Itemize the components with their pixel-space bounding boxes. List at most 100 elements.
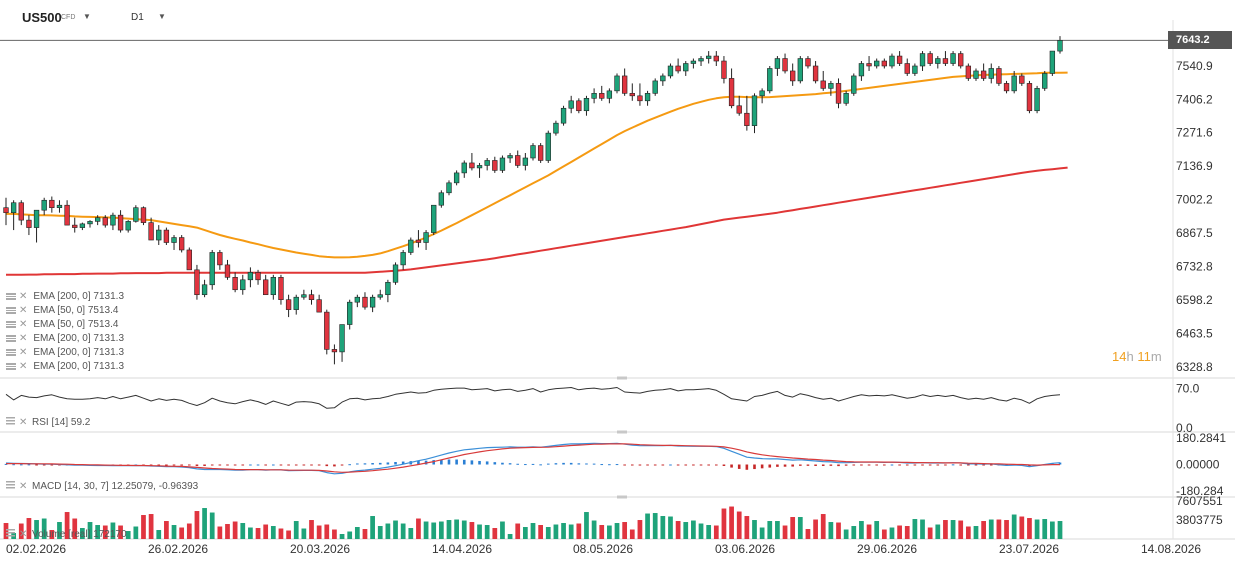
close-icon[interactable]: ✕ xyxy=(19,305,28,316)
chart-header: US500 CFD ▼ D1 ▼ xyxy=(0,0,1235,34)
candles xyxy=(3,36,1063,365)
candle-body xyxy=(331,349,338,353)
macd-histogram-bar xyxy=(860,464,863,466)
menu-icon[interactable] xyxy=(6,293,16,300)
candle-body xyxy=(87,221,93,225)
volume-bar xyxy=(377,526,383,539)
candle-body xyxy=(408,239,414,253)
close-icon[interactable]: ✕ xyxy=(19,529,27,540)
menu-icon[interactable] xyxy=(6,420,15,422)
macd-histogram-bar xyxy=(27,464,31,466)
candle-body xyxy=(1026,83,1033,112)
volume-bar xyxy=(1049,521,1055,539)
candle-body xyxy=(675,65,681,72)
menu-icon[interactable] xyxy=(6,321,16,328)
volume-bar xyxy=(164,521,169,539)
close-icon[interactable]: ✕ xyxy=(19,347,28,358)
close-icon[interactable]: ✕ xyxy=(19,417,27,428)
legend-text: EMA [200, 0] 7131.3 xyxy=(33,333,125,344)
symbol-label[interactable]: US500 xyxy=(22,10,62,25)
caret-down-icon[interactable]: ▼ xyxy=(158,12,166,21)
rsi-label: ✕ RSI [14] 59.2 xyxy=(6,417,91,428)
candle-body xyxy=(515,155,521,166)
menu-icon[interactable] xyxy=(6,535,15,537)
volume-axis-tick: 7607551 xyxy=(1176,494,1223,508)
volume-bar xyxy=(263,524,269,539)
volume-bar xyxy=(782,525,788,539)
legend-row[interactable]: ✕ EMA [200, 0] 7131.3 xyxy=(6,346,124,359)
volume-bar xyxy=(255,528,261,539)
timeframe-selector[interactable]: D1 xyxy=(131,12,144,23)
candle-body xyxy=(912,65,918,74)
macd-histogram-bar xyxy=(447,459,451,465)
macd-histogram-bar xyxy=(493,462,497,465)
candle-body xyxy=(1011,75,1017,92)
macd-histogram-bar xyxy=(241,464,245,466)
legend-row[interactable]: ✕ EMA [200, 0] 7131.3 xyxy=(6,332,124,345)
menu-icon[interactable] xyxy=(6,487,15,489)
volume-bar xyxy=(988,519,994,539)
volume-bar xyxy=(118,525,123,539)
volume-bar xyxy=(775,521,780,539)
volume-bar xyxy=(927,527,933,539)
volume-label-text: Volume [real] 172170 xyxy=(32,529,127,540)
candle-body xyxy=(301,294,307,298)
volume-bar xyxy=(530,523,536,539)
candle-body xyxy=(591,93,597,99)
candle-body xyxy=(415,239,422,243)
menu-icon[interactable] xyxy=(6,335,16,342)
legend-row[interactable]: ✕ EMA [50, 0] 7513.4 xyxy=(6,304,118,317)
volume-bar xyxy=(996,519,1002,539)
volume-bar xyxy=(561,523,566,539)
candle-body xyxy=(560,107,567,124)
volume-bar xyxy=(591,520,597,539)
macd-histogram-bar xyxy=(149,464,153,466)
volume-bar xyxy=(698,523,704,539)
candle-body xyxy=(904,63,910,74)
candle-body xyxy=(644,93,651,102)
close-icon[interactable]: ✕ xyxy=(19,481,27,492)
macd-histogram-bar xyxy=(325,464,329,467)
macd-histogram-bar xyxy=(615,464,619,466)
date-axis-tick: 02.02.2026 xyxy=(6,542,66,556)
ema50-line xyxy=(6,71,1068,259)
price-axis-tick: 6867.5 xyxy=(1176,226,1213,240)
candle-body xyxy=(919,53,926,67)
close-icon[interactable]: ✕ xyxy=(19,333,28,344)
volume-bar xyxy=(744,516,750,539)
candle-body xyxy=(606,90,613,99)
macd-histogram-bar xyxy=(531,463,535,465)
volume-bar xyxy=(912,519,918,539)
close-icon[interactable]: ✕ xyxy=(19,319,28,330)
menu-icon[interactable] xyxy=(6,417,15,419)
close-icon[interactable]: ✕ xyxy=(19,361,28,372)
menu-icon[interactable] xyxy=(6,529,15,531)
volume-bar xyxy=(721,508,727,539)
macd-histogram-bar xyxy=(776,464,779,467)
candle-body xyxy=(874,60,880,67)
volume-bar xyxy=(607,525,612,539)
macd-histogram-bar xyxy=(585,463,588,465)
menu-icon[interactable] xyxy=(6,532,15,534)
macd-histogram-bar xyxy=(233,464,237,466)
macd-histogram-bar xyxy=(936,464,940,466)
volume-bar xyxy=(3,523,9,539)
menu-icon[interactable] xyxy=(6,484,15,486)
menu-icon[interactable] xyxy=(6,423,15,425)
caret-down-icon[interactable]: ▼ xyxy=(83,12,91,21)
legend-row[interactable]: ✕ EMA [50, 0] 7513.4 xyxy=(6,318,118,331)
macd-histogram-bar xyxy=(852,464,856,466)
legend-row[interactable]: ✕ EMA [200, 0] 7131.3 xyxy=(6,290,124,303)
close-icon[interactable]: ✕ xyxy=(19,291,28,302)
legend-row[interactable]: ✕ EMA [200, 0] 7131.3 xyxy=(6,360,124,373)
candle-body xyxy=(759,90,765,97)
macd-histogram-bar xyxy=(653,464,657,466)
menu-icon[interactable] xyxy=(6,307,16,314)
candle-body xyxy=(652,80,658,94)
menu-icon[interactable] xyxy=(6,481,15,483)
menu-icon[interactable] xyxy=(6,363,16,370)
candle-body xyxy=(705,55,712,59)
menu-icon[interactable] xyxy=(6,349,16,356)
candle-body xyxy=(431,204,437,233)
